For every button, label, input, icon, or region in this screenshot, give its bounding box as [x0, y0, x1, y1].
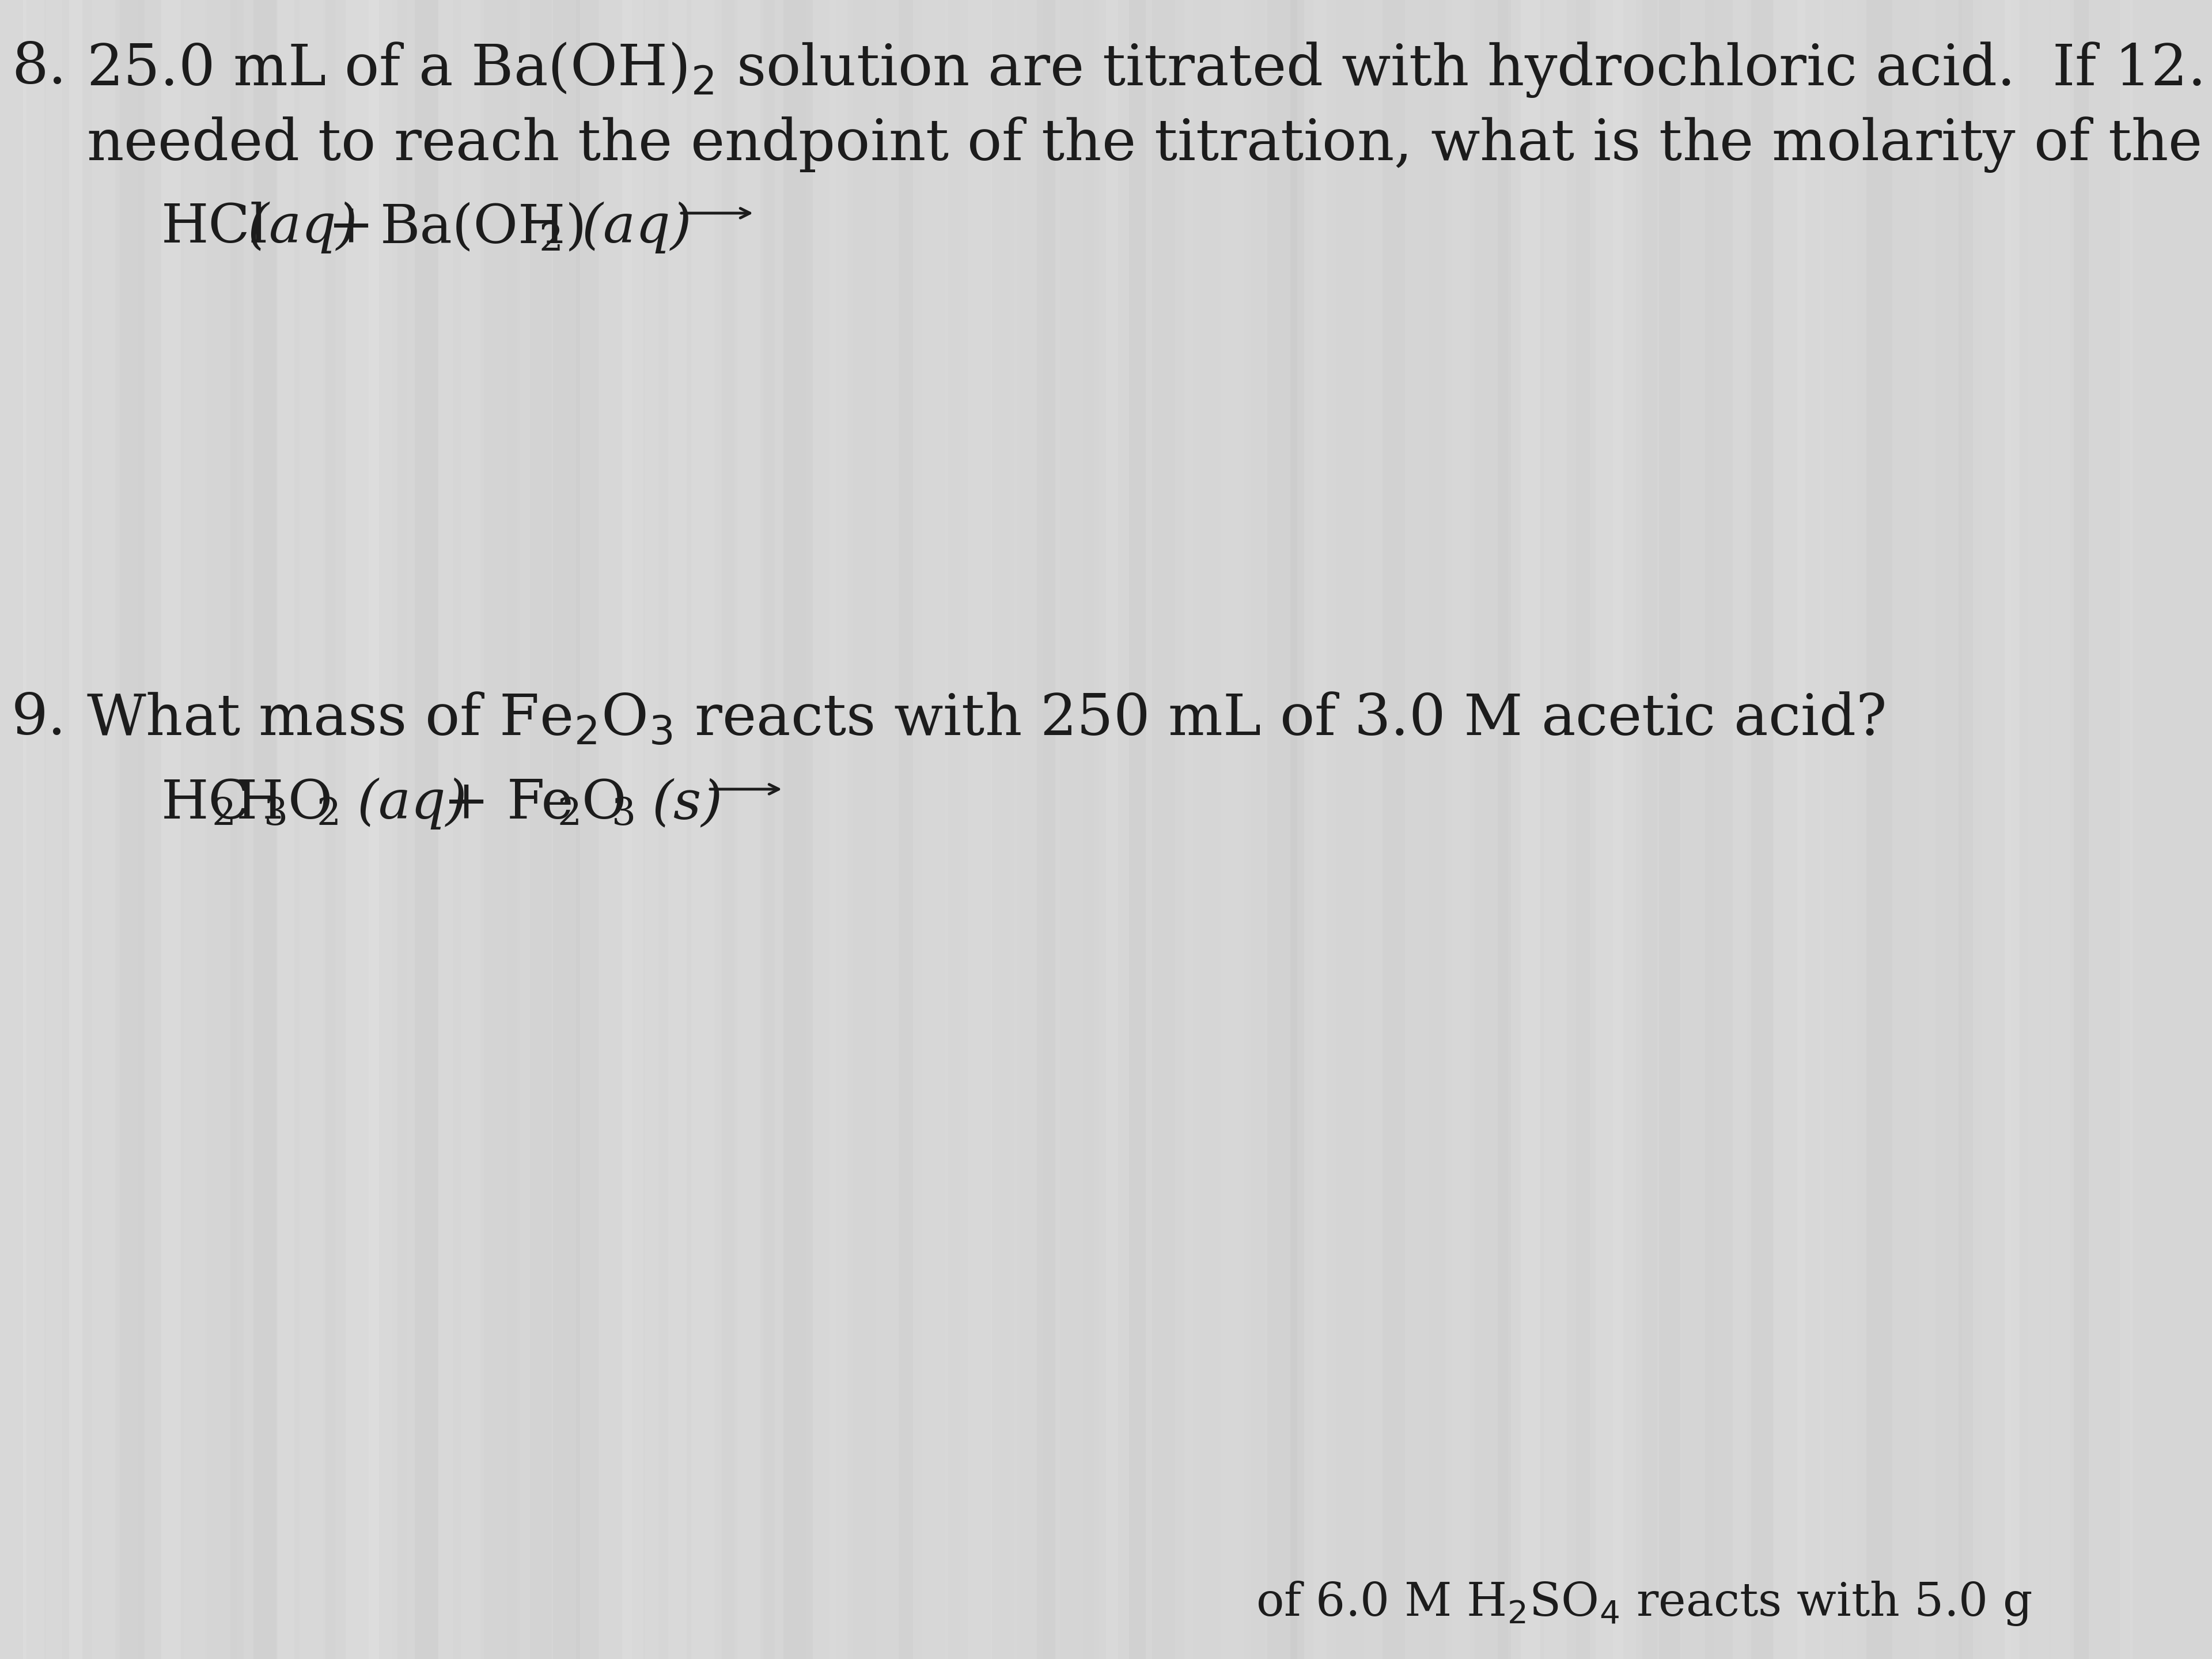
Text: (s): (s) [635, 778, 723, 830]
Text: 2: 2 [557, 796, 582, 833]
Text: (aq): (aq) [341, 778, 467, 830]
Text: +: + [327, 202, 374, 254]
Text: of 6.0 M H$_2$SO$_4$ reacts with 5.0 g: of 6.0 M H$_2$SO$_4$ reacts with 5.0 g [1256, 1579, 2033, 1627]
Text: (aq): (aq) [230, 202, 358, 254]
Text: 25.0 mL of a Ba(OH)$_2$ solution are titrated with hydrochloric acid.  If 12.10 : 25.0 mL of a Ba(OH)$_2$ solution are tit… [86, 40, 2212, 100]
Text: HCl: HCl [161, 202, 268, 254]
Text: HC: HC [161, 778, 250, 830]
Text: 2: 2 [316, 796, 341, 833]
Text: 3: 3 [613, 796, 637, 833]
Text: 9.: 9. [11, 692, 66, 747]
Text: 2: 2 [212, 796, 237, 833]
Text: Ba(OH): Ba(OH) [380, 202, 586, 254]
Text: +: + [445, 778, 489, 830]
Text: (aq): (aq) [564, 202, 692, 254]
Text: needed to reach the endpoint of the titration, what is the molarity of the Ba(OH: needed to reach the endpoint of the titr… [86, 114, 2212, 174]
Text: O: O [288, 778, 332, 830]
Text: 8.: 8. [11, 40, 66, 96]
Text: 2: 2 [538, 222, 562, 259]
Text: What mass of Fe$_2$O$_3$ reacts with 250 mL of 3.0 M acetic acid?: What mass of Fe$_2$O$_3$ reacts with 250… [86, 692, 1885, 748]
Text: H: H [237, 778, 283, 830]
Text: O: O [582, 778, 626, 830]
Text: Fe: Fe [507, 778, 575, 830]
Text: 3: 3 [263, 796, 288, 833]
